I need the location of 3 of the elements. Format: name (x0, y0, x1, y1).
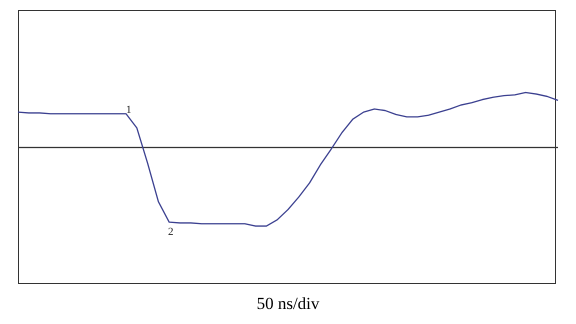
x-axis-title: 50 ns/div (256, 294, 320, 314)
annotation: 2 (168, 226, 174, 238)
annotation: 1 (126, 104, 132, 116)
